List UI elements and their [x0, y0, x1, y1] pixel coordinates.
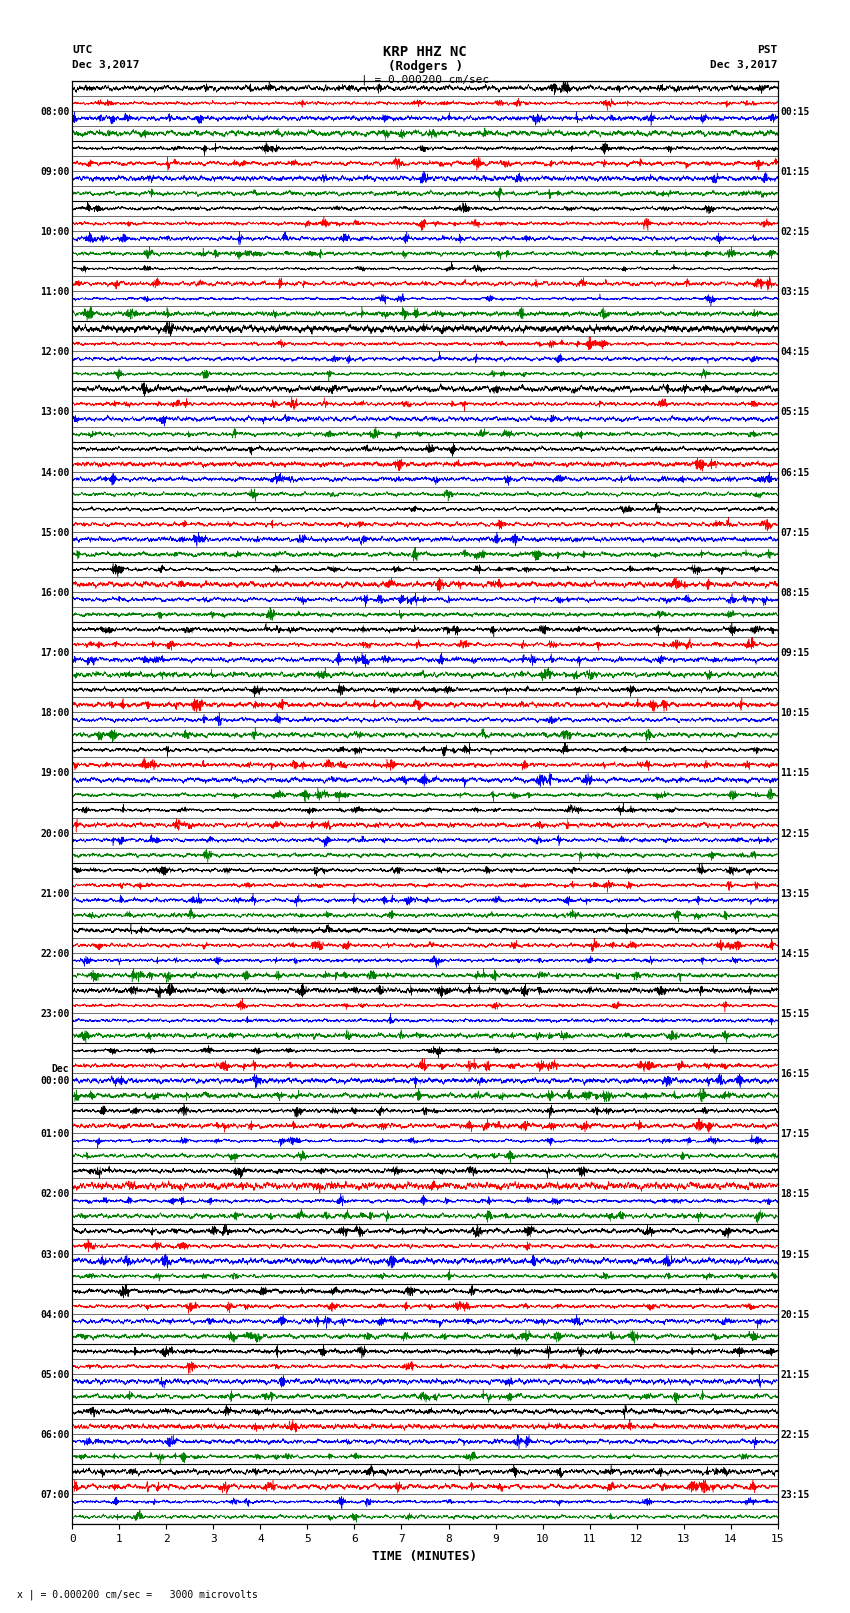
Text: Dec 3,2017: Dec 3,2017 [72, 60, 139, 69]
Text: KRP HHZ NC: KRP HHZ NC [383, 45, 467, 60]
Text: (Rodgers ): (Rodgers ) [388, 60, 462, 73]
Text: UTC: UTC [72, 45, 93, 55]
Text: Dec 3,2017: Dec 3,2017 [711, 60, 778, 69]
Text: PST: PST [757, 45, 778, 55]
Text: | = 0.000200 cm/sec: | = 0.000200 cm/sec [361, 74, 489, 85]
Text: x | = 0.000200 cm/sec =   3000 microvolts: x | = 0.000200 cm/sec = 3000 microvolts [17, 1589, 258, 1600]
X-axis label: TIME (MINUTES): TIME (MINUTES) [372, 1550, 478, 1563]
